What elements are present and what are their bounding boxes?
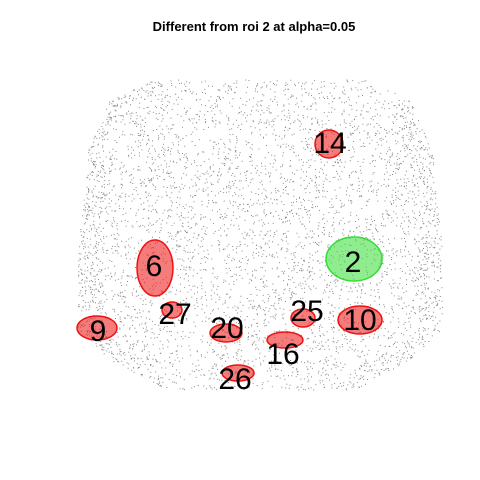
region-blob (314, 129, 344, 159)
region-blob (76, 315, 118, 341)
region-blob (337, 305, 383, 335)
title: Different from roi 2 at alpha=0.05 (153, 19, 356, 34)
region-label: 20 (210, 312, 243, 345)
region-label: 6 (146, 250, 163, 283)
region-label: 9 (90, 315, 107, 348)
region-blob (266, 331, 304, 349)
region-label: 10 (343, 304, 376, 337)
region-label: 14 (313, 127, 346, 160)
regions (76, 129, 383, 382)
region-label: 25 (290, 295, 323, 328)
region-label: 2 (345, 246, 362, 279)
region-label: 26 (218, 363, 251, 396)
region-blob (161, 301, 183, 319)
region-label: 27 (158, 298, 191, 331)
region-blob (209, 323, 243, 343)
region-label: 16 (266, 338, 299, 371)
region-blob (221, 364, 255, 382)
region-blob (136, 239, 174, 297)
region-blob (325, 236, 383, 282)
region-labels: 14 6 2 25 10 27 9 20 16 26 (90, 127, 377, 396)
region-blob (290, 308, 316, 328)
